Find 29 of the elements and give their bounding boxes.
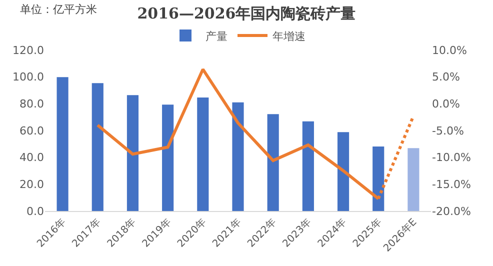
- text: 单位：亿平方米: [20, 3, 97, 16]
- y2-tick-label: 10.0%: [432, 44, 467, 57]
- y2-tick-label: -5.0%: [432, 124, 464, 138]
- legend-label: 产量: [206, 30, 228, 43]
- y-tick-label: 0.0: [26, 204, 44, 218]
- y-tick-label: 40.0: [20, 151, 44, 164]
- bar: [408, 148, 420, 211]
- bar: [92, 83, 104, 211]
- bar: [372, 146, 384, 211]
- y-tick-label: 60.0: [20, 124, 44, 138]
- y2-tick-label: -15.0%: [432, 178, 471, 192]
- bar: [197, 98, 209, 211]
- bar: [337, 132, 350, 211]
- y-tick-label: 100.0: [12, 70, 44, 84]
- y2-tick-label: -20.0%: [432, 204, 471, 218]
- bar: [232, 102, 244, 211]
- chart-title: 2016—2026年国内陶瓷砖产量: [137, 4, 356, 22]
- bar: [302, 121, 314, 211]
- y2-tick-label: 0.0%: [432, 98, 460, 111]
- legend-label: 年增速: [272, 30, 306, 43]
- bar: [126, 95, 139, 211]
- y2-tick-label: 5.0%: [432, 70, 460, 84]
- y2-tick-label: -10.0%: [432, 151, 471, 164]
- y-tick-label: 80.0: [20, 98, 44, 111]
- bar: [56, 77, 68, 211]
- bar: [267, 114, 279, 211]
- bar: [162, 104, 174, 211]
- y-tick-label: 20.0: [20, 178, 44, 192]
- y-tick-label: 120.0: [12, 44, 44, 57]
